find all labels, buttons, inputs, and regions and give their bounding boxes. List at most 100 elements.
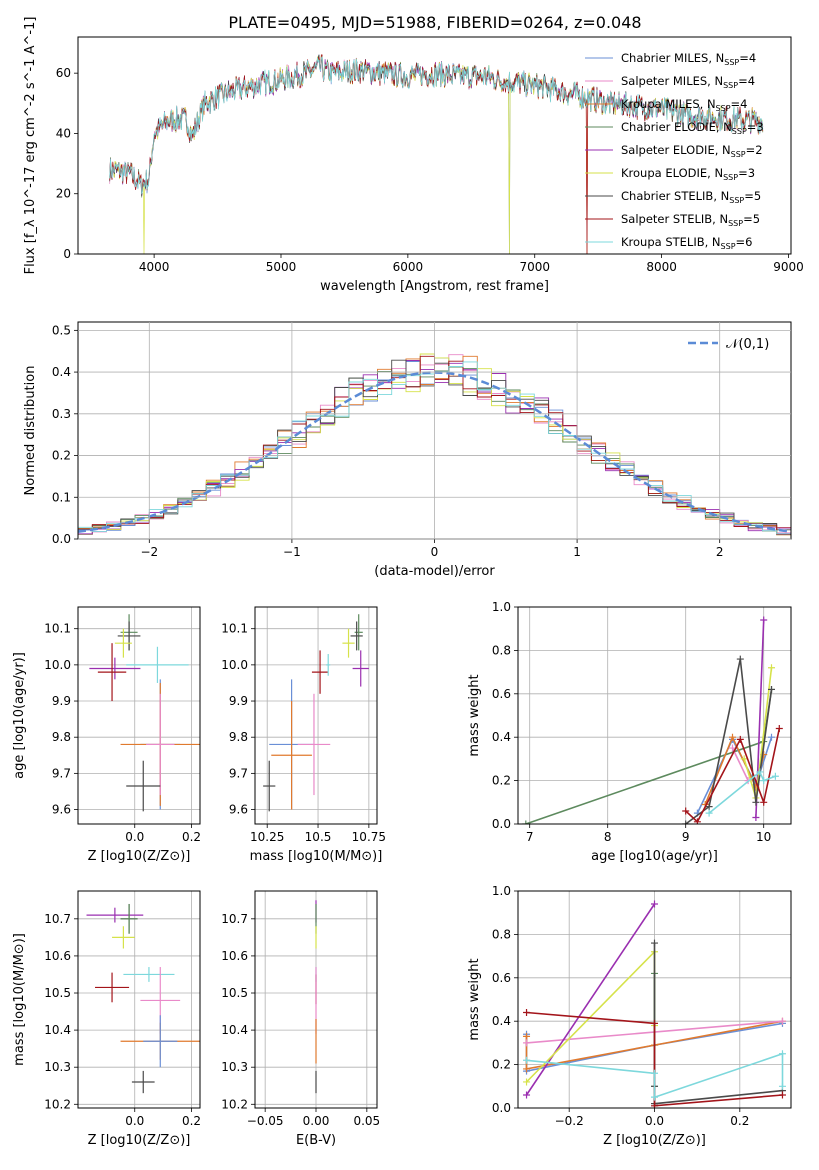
- x-axis-label: E(B-V): [296, 1133, 336, 1148]
- frame-weight_vs_z: [517, 890, 792, 1109]
- weight-marker-chab_stelib: [682, 820, 690, 824]
- weight-marker-krou_stelib: [523, 1056, 531, 1064]
- x-tick-label: 0.2: [182, 1114, 201, 1128]
- x-tick-label: 7: [526, 830, 534, 844]
- legend-subscript: SSP: [731, 150, 746, 159]
- legend-value: =3: [738, 166, 755, 180]
- panel-age_vs_mass: 10.25 10.5 10.75 9.6 9.7 9.8 9.9 10.0 10.1 mass […: [221, 606, 386, 864]
- y-axis-label: mass [log10(M/M⊙)]: [12, 933, 27, 1066]
- errorbar-salp_stelib: [311, 650, 329, 694]
- x-tick-label: 8000: [646, 260, 677, 274]
- legend-value: =5: [743, 212, 760, 226]
- spectrum-plot-area: [109, 54, 764, 255]
- spectrum-frame: [77, 36, 792, 255]
- x-tick-label: 9000: [773, 260, 804, 274]
- weight-marker-krou_miles: [729, 733, 736, 741]
- y-tick-label: 10.2: [44, 1097, 71, 1111]
- x-tick-label: −1: [283, 545, 301, 559]
- errorbar-salp_elodie: [352, 650, 369, 687]
- residual-axes: −2 −1 0 1 2 0.0 0.1 0.2 0.3 0.4 0.5 (data-model)/er…: [23, 322, 791, 579]
- weight-marker-salp_stelib: [523, 1009, 531, 1017]
- x-tick-label: −0.05: [247, 1114, 284, 1128]
- y-tick-label: 60: [56, 66, 71, 80]
- legend-label-krou_miles: Kroupa MILES, NSSP=4: [621, 97, 747, 113]
- weight-line-salp_miles: [731, 747, 749, 781]
- legend-label-salp_stelib: Salpeter STELIB, NSSP=5: [621, 212, 760, 228]
- y-tick-label: 10.6: [44, 949, 71, 963]
- weight-marker-krou_stelib: [705, 809, 713, 817]
- legend-subscript: SSP: [716, 104, 731, 113]
- x-tick-label: 10.5: [305, 830, 332, 844]
- legend-value: =5: [744, 189, 761, 203]
- weight-marker-salp_stelib: [760, 798, 768, 806]
- panel-mass_vs_z: 0.0 0.2 10.2 10.3 10.4 10.5 10.6 10.7 Z [log10(Z…: [12, 890, 201, 1148]
- spectrum-panel: 4000 5000 6000 7000 8000 9000 0 20 40 60 wavelengt…: [23, 17, 804, 294]
- weight-marker-chab_stelib: [752, 798, 760, 806]
- errorbar-chab_stelib: [350, 621, 363, 651]
- legend-subscript: SSP: [728, 219, 743, 228]
- y-tick-label: 10.3: [44, 1060, 71, 1074]
- x-tick-label: 10: [756, 830, 771, 844]
- x-tick-label: 0.00: [303, 1114, 330, 1128]
- x-tick-label: 1: [573, 545, 581, 559]
- legend-subscript: SSP: [729, 196, 744, 205]
- legend-label-chab_stelib: Chabrier STELIB, NSSP=5: [621, 189, 761, 205]
- x-tick-label: 10.75: [352, 830, 386, 844]
- errorbar-chab_miles: [143, 1015, 178, 1068]
- weight-marker-salp_stelib: [778, 1091, 786, 1099]
- y-tick-label: 10.4: [221, 1023, 248, 1037]
- panel-weight_vs_z: −0.2 0.0 0.2 0.0 0.2 0.4 0.6 0.8 1.0 Z [log10(Z/Z…: [467, 884, 792, 1148]
- parameter-panels: 0.0 0.2 9.6 9.7 9.8 9.9 10.0 10.1 Z [log10(Z/Z⊙)…: [12, 600, 792, 1148]
- x-tick-label: 7000: [519, 260, 550, 274]
- x-tick-label: 10.25: [250, 830, 284, 844]
- y-tick-label: 10.7: [44, 912, 71, 926]
- x-axis-label: Z [log10(Z/Z⊙)]: [603, 1133, 706, 1148]
- y-axis-label: mass weight: [467, 674, 482, 756]
- frame-mass_vs_ebv: [254, 890, 378, 1109]
- weight-marker-chab_stelib: [768, 685, 775, 693]
- weight-marker-krou_stelib: [651, 1069, 658, 1077]
- x-tick-label: 0.0: [645, 1114, 664, 1128]
- errorbar-salp_miles: [297, 693, 331, 796]
- legend-label-krou_stelib: Kroupa STELIB, NSSP=6: [621, 235, 752, 251]
- legend-subscript: SSP: [723, 81, 738, 90]
- x-tick-label: 0: [431, 545, 439, 559]
- legend-label-salp_elodie: Salpeter ELODIE, NSSP=2: [621, 143, 763, 159]
- weight-marker-salp_stelib: [693, 818, 701, 824]
- weight-marker-salp_stelib: [775, 725, 783, 733]
- spectrum-line-krou_stelib: [109, 56, 764, 195]
- y-tick-label: 1.0: [492, 884, 511, 898]
- y-tick-label: 0.6: [492, 971, 511, 985]
- errorbar-chab_elodie: [120, 903, 138, 934]
- x-tick-label: −0.2: [555, 1114, 584, 1128]
- weight-marker-krou_miles: [523, 1065, 531, 1073]
- weight-marker-salp_miles: [729, 744, 736, 752]
- weight-marker-chab_stelib: [736, 655, 744, 663]
- x-tick-label: 6000: [393, 260, 424, 274]
- frame-mass_vs_z: [77, 890, 201, 1109]
- y-axis-label: Flux [f_λ 10^-17 erg cm^-2 s^-1 A^-1]: [23, 17, 38, 275]
- x-axis-label: mass [log10(M/M⊙)]: [250, 849, 383, 864]
- errorbar-salp_elodie: [86, 907, 144, 923]
- weight-marker-krou_elodie: [523, 1078, 531, 1086]
- errorbar-krou_elodie: [114, 628, 132, 658]
- errorbar-chab_stelib: [126, 760, 161, 812]
- y-tick-label: 0.4: [52, 365, 71, 379]
- y-tick-label: 0.4: [492, 1014, 511, 1028]
- y-tick-label: 10.0: [44, 658, 71, 672]
- y-tick-label: 9.7: [52, 766, 71, 780]
- y-tick-label: 10.3: [221, 1060, 248, 1074]
- errorbar-krou_stelib: [123, 967, 175, 982]
- y-tick-label: 0.4: [492, 730, 511, 744]
- marks-weight_vs_z: [523, 900, 786, 1108]
- x-axis-label: (data-model)/error: [374, 564, 495, 579]
- y-tick-label: 0: [63, 247, 71, 261]
- weight-marker-salp_stelib: [682, 807, 690, 815]
- x-tick-label: 0.2: [730, 1114, 749, 1128]
- x-tick-label: 0.0: [125, 830, 144, 844]
- weight-marker-krou_stelib: [651, 1093, 658, 1101]
- y-tick-label: 0.3: [52, 407, 71, 421]
- legend-label-salp_miles: Salpeter MILES, NSSP=4: [621, 74, 755, 90]
- weight-marker-krou_stelib: [778, 1050, 786, 1058]
